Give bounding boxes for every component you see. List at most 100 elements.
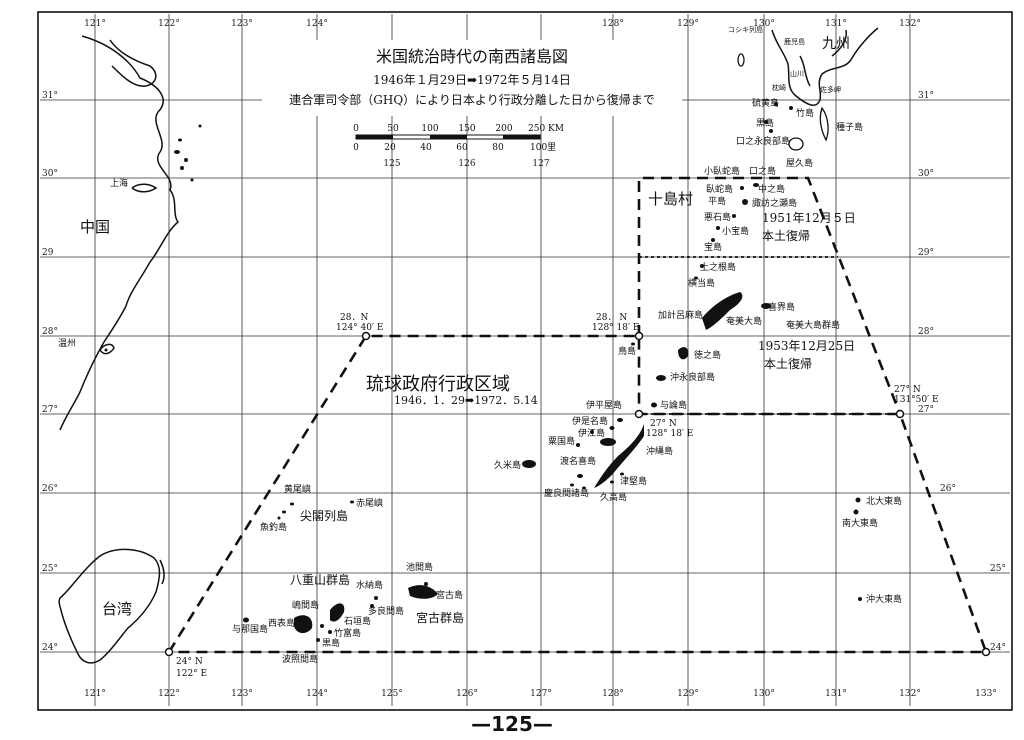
label-izena: 伊是名島 [572, 415, 608, 427]
title-backdrop [262, 40, 682, 116]
date-range: 1946年１月29日➡1972年５月14日 [373, 73, 571, 87]
label-tarama: 多良間島 [368, 605, 404, 617]
label-kudaka: 久高島 [600, 491, 627, 503]
label-okidaito: 沖大東島 [866, 593, 902, 605]
label-kohama: 嶋間島 [292, 599, 319, 611]
label-yamakawa: 山川 [790, 69, 804, 78]
lon-top-132: 132° [899, 19, 921, 29]
lat-left-27: 27° [42, 405, 58, 415]
label-kuroshima-n: 黒島 [756, 117, 774, 129]
taiwan-label: 台湾 [102, 600, 132, 618]
label-kodakara: 小宝島 [722, 225, 749, 237]
lon-bot-124: 124° [306, 689, 328, 699]
china-coast [59, 35, 202, 431]
latitude-labels-left: 31° 30° 29 28° 27° 26° 25° 24° [42, 91, 58, 653]
lat-left-31: 31° [42, 91, 58, 101]
lat-left-24: 24° [42, 643, 58, 653]
senkaku-label: 尖閣列島 [300, 508, 348, 523]
bp1-lon: 124° 40′ E [336, 323, 383, 333]
scale-km-150: 150 [458, 124, 475, 134]
latitude-labels-right: 31° 30° 29° 28° 27° 26° 25° 24° [918, 91, 1006, 653]
lon-top-130: 130° [753, 19, 775, 29]
map-frame [37, 11, 1013, 711]
lat-left-25: 25° [42, 564, 58, 574]
lon-bot-121: 121° [84, 689, 106, 699]
label-suwanose: 諏訪之瀬島 [752, 197, 797, 209]
lat-left-29: 29 [42, 248, 54, 258]
label-makurazaki: 枕崎 [772, 83, 786, 92]
kyushu-label: 九州 [822, 36, 850, 52]
label-yakushima: 屋久島 [786, 157, 813, 169]
lon-bot-128: 128° [602, 689, 624, 699]
label-tairajima: 平島 [708, 195, 726, 207]
scale-bar: 0 50 100 150 200 250 KM 0 20 40 60 80 10… [353, 124, 564, 153]
label-okinoerabu: 沖永良部島 [670, 371, 715, 383]
lon-bot-133: 133° [975, 689, 997, 699]
label-kikaijima: 喜界島 [768, 301, 795, 313]
longitude-labels-bottom: 121° 122° 123° 124° 125° 126° 127° 128° … [84, 689, 997, 699]
label-tokunoshima: 徳之島 [694, 349, 721, 361]
place-labels: 上海 温州 コシキ列島 鹿児島 山川 枕崎 佐多岬 硫黄島 竹島 黒島 種子島 … [58, 25, 902, 665]
label-ikema: 池間島 [406, 561, 433, 573]
label-minamidaito: 南大東島 [842, 517, 878, 529]
kyushu-island [737, 27, 879, 151]
label-uotsuri: 魚釣島 [260, 521, 287, 533]
label-sekibisho: 赤尾嶼 [356, 497, 383, 509]
label-minna: 水納島 [356, 579, 383, 591]
lat-right-29: 29° [918, 248, 934, 258]
toshima-return-date: 1951年12月５日 [762, 211, 856, 225]
lat-left-28: 28° [42, 327, 58, 337]
bp3-lon: 128° 18′ E [646, 429, 693, 439]
miyako-label: 宮古群島 [416, 610, 464, 625]
lat-left-26: 26° [42, 484, 58, 494]
label-iojima: 硫黄島 [752, 97, 779, 109]
lat-right-25: 25° [990, 564, 1006, 574]
ryukyu-dates-label: 1946．1．29➡1972．5.14 [394, 394, 538, 407]
scale-km-0: 0 [353, 124, 359, 134]
scale-km-100: 100 [421, 124, 438, 134]
label-kobisho: 黄尾嶼 [284, 483, 311, 495]
scale-km-50: 50 [387, 124, 399, 134]
label-ishigaki: 石垣島 [344, 615, 371, 627]
lon-bot-129: 129° [677, 689, 699, 699]
lon-top-124: 124° [306, 19, 328, 29]
okinawa-islands [522, 418, 644, 490]
lat-right-30: 30° [918, 169, 934, 179]
scale-ri-80: 80 [492, 143, 504, 153]
label-shanghai: 上海 [110, 177, 128, 189]
label-yonaguni: 与那国島 [232, 623, 268, 635]
scale-ri-0: 0 [353, 143, 359, 153]
taiwan-island [58, 548, 165, 664]
yaeyama-label: 八重山群島 [290, 572, 350, 587]
label-taketomi: 竹富島 [334, 627, 361, 639]
graticule [40, 14, 1010, 706]
page-number: —125— [471, 712, 553, 736]
label-keramashoto: 慶良間諸島 [544, 487, 589, 499]
lat-right-26: 26° [940, 484, 956, 494]
label-yokoate: 横当島 [688, 277, 715, 289]
toshima-return-note: 本土復帰 [762, 228, 810, 243]
map-title: 米国統治時代の南西諸島図 [376, 47, 568, 66]
lon-bot-132: 132° [899, 689, 921, 699]
label-takarajima: 宝島 [704, 241, 722, 253]
amami-return-note: 本土復帰 [764, 356, 812, 371]
daito-islands [853, 497, 862, 601]
label-kumejima: 久米島 [494, 459, 521, 471]
lon-mid-125: 125 [383, 159, 400, 169]
lon-bot-126: 126° [456, 689, 478, 699]
scale-ri-20: 20 [384, 143, 396, 153]
label-amami-oshima: 奄美大島 [726, 315, 762, 327]
label-okinawa: 沖縄島 [646, 445, 673, 457]
lat-right-27: 27° [918, 405, 934, 415]
label-kitadaito: 北大東島 [866, 495, 902, 507]
lon-top-128: 128° [602, 19, 624, 29]
bp3-lat: 27° N [650, 419, 677, 429]
lon-bot-123: 123° [231, 689, 253, 699]
lon-mid-126: 126 [458, 159, 475, 169]
label-tanegashima: 種子島 [836, 121, 863, 133]
lon-top-131: 131° [825, 19, 847, 29]
label-satamisaki: 佐多岬 [820, 85, 841, 94]
label-kakeroma: 加計呂麻島 [658, 309, 703, 321]
map-subtitle: 連合軍司令部（GHQ）により日本より行政分離した日から復帰まで [289, 92, 654, 107]
label-iriomote: 西表島 [268, 617, 295, 629]
